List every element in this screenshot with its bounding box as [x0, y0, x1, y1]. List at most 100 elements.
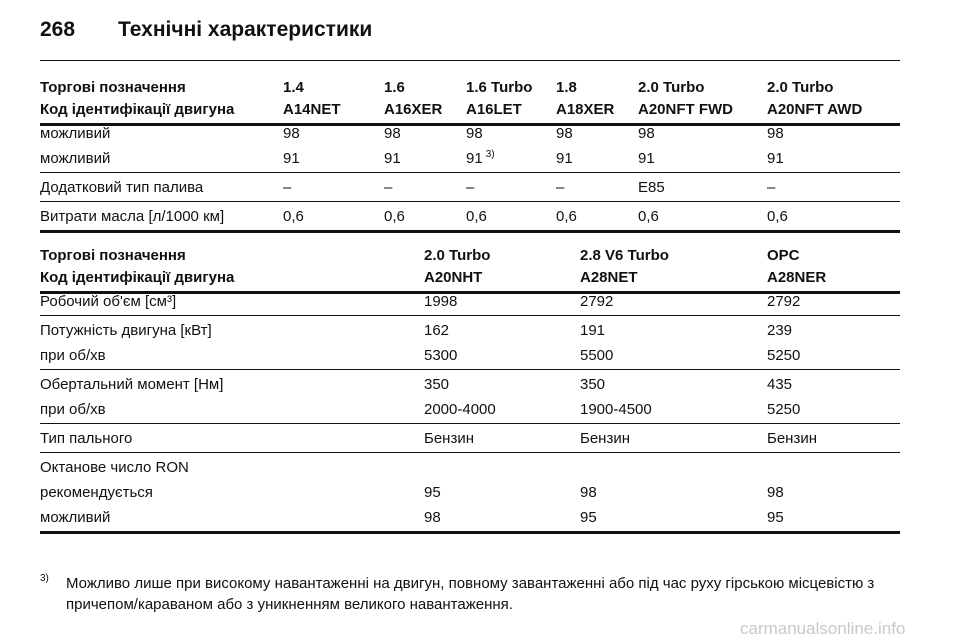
- value-cell: 0,6: [556, 208, 577, 225]
- value-cell: 5250: [767, 401, 801, 418]
- value-cell: 5500: [580, 347, 614, 364]
- value-cell: Бензин: [767, 430, 818, 447]
- header-cell: A16LET: [466, 101, 522, 118]
- value-cell: 98: [283, 125, 300, 142]
- header-cell: Торгові позначення: [40, 247, 186, 264]
- value-cell: 239: [767, 322, 793, 339]
- value-cell: 1998: [424, 293, 458, 310]
- value-cell: 91 3): [466, 149, 495, 168]
- row-label: Витрати масла [л/1000 км]: [40, 208, 225, 225]
- value-cell: 91: [556, 150, 573, 167]
- header-cell: A28NET: [580, 269, 638, 286]
- row-label: Потужність двигуна [кВт]: [40, 322, 212, 339]
- value-cell: 0,6: [384, 208, 405, 225]
- header-cell: Торгові позначення: [40, 79, 186, 96]
- row-label: Робочий об'єм [см³]: [40, 293, 177, 310]
- value-cell: 91: [384, 150, 401, 167]
- table-rule: [40, 531, 900, 534]
- header-cell: 1.6: [384, 79, 405, 96]
- row-label: при об/хв: [40, 401, 106, 418]
- header-cell: A16XER: [384, 101, 443, 118]
- value-cell: 98: [638, 125, 655, 142]
- row-label: рекомендується: [40, 484, 153, 501]
- row-label: можливий: [40, 509, 111, 526]
- value-cell: 95: [767, 509, 784, 526]
- header-cell: A20NFT AWD: [767, 101, 863, 118]
- value-cell: 95: [580, 509, 597, 526]
- value-cell: –: [384, 179, 393, 196]
- header-cell: OPC: [767, 247, 800, 264]
- value-cell: 350: [424, 376, 450, 393]
- footnote-ref: 3): [485, 149, 495, 160]
- value-cell: 98: [556, 125, 573, 142]
- header-cell: A20NFT FWD: [638, 101, 733, 118]
- table-rule: [40, 201, 900, 202]
- table-rule: [40, 315, 900, 316]
- value-cell: –: [466, 179, 475, 196]
- value-cell: 95: [424, 484, 441, 501]
- row-label: Обертальний момент [Нм]: [40, 376, 224, 393]
- table-rule: [40, 452, 900, 453]
- value-cell: 91: [767, 150, 784, 167]
- header-cell: A14NET: [283, 101, 341, 118]
- table-rule: [40, 369, 900, 370]
- header-cell: 1.8: [556, 79, 577, 96]
- header-cell: 2.8 V6 Turbo: [580, 247, 669, 264]
- watermark: carmanualsonline.info: [740, 619, 906, 638]
- value-cell: 98: [424, 509, 441, 526]
- value-cell: 0,6: [638, 208, 659, 225]
- header-cell: Код ідентифікації двигуна: [40, 101, 235, 118]
- value-cell: 98: [767, 484, 784, 501]
- value-cell: E85: [638, 179, 665, 196]
- value-cell: 98: [580, 484, 597, 501]
- value-cell: 98: [466, 125, 483, 142]
- value-cell: 350: [580, 376, 606, 393]
- page-number: 268: [40, 18, 76, 41]
- row-label: можливий: [40, 150, 111, 167]
- header-cell: A18XER: [556, 101, 615, 118]
- page-title: Технічні характеристики: [118, 18, 373, 41]
- header-cell: 1.6 Turbo: [466, 79, 533, 96]
- header-cell: 2.0 Turbo: [424, 247, 491, 264]
- header-cell: Код ідентифікації двигуна: [40, 269, 235, 286]
- value-cell: –: [556, 179, 565, 196]
- value-cell: 191: [580, 322, 606, 339]
- value-cell: 91: [638, 150, 655, 167]
- value-cell: 2000-4000: [424, 401, 496, 418]
- value-cell: 0,6: [466, 208, 487, 225]
- row-label: можливий: [40, 125, 111, 142]
- header-cell: 2.0 Turbo: [767, 79, 834, 96]
- value-cell: 91: [283, 150, 300, 167]
- value-cell: 0,6: [767, 208, 788, 225]
- value-cell: –: [283, 179, 292, 196]
- title-rule: [40, 60, 900, 61]
- table-rule: [40, 291, 900, 294]
- table-rule: [40, 230, 900, 233]
- value-cell: 1900-4500: [580, 401, 652, 418]
- value-cell: 5300: [424, 347, 458, 364]
- row-label: Тип пального: [40, 430, 133, 447]
- row-label: Октанове число RON: [40, 459, 189, 476]
- value-cell: 0,6: [283, 208, 304, 225]
- value-cell: 98: [384, 125, 401, 142]
- table-rule: [40, 172, 900, 173]
- row-label: Додатковий тип палива: [40, 179, 204, 196]
- header-cell: 2.0 Turbo: [638, 79, 705, 96]
- footnote-text: Можливо лише при високому навантаженні н…: [66, 575, 875, 613]
- value-cell: –: [767, 179, 776, 196]
- footnote-mark: 3): [40, 573, 49, 584]
- value-cell: Бензин: [424, 430, 475, 447]
- header-cell: A28NER: [767, 269, 827, 286]
- header-cell: 1.4: [283, 79, 304, 96]
- header-cell: A20NHT: [424, 269, 483, 286]
- row-label: при об/хв: [40, 347, 106, 364]
- value-cell: 2792: [580, 293, 614, 310]
- table-rule: [40, 423, 900, 424]
- value-cell: 162: [424, 322, 450, 339]
- value-cell: 2792: [767, 293, 801, 310]
- table-rule: [40, 123, 900, 126]
- value-cell: 435: [767, 376, 793, 393]
- value-cell: 5250: [767, 347, 801, 364]
- value-cell: Бензин: [580, 430, 631, 447]
